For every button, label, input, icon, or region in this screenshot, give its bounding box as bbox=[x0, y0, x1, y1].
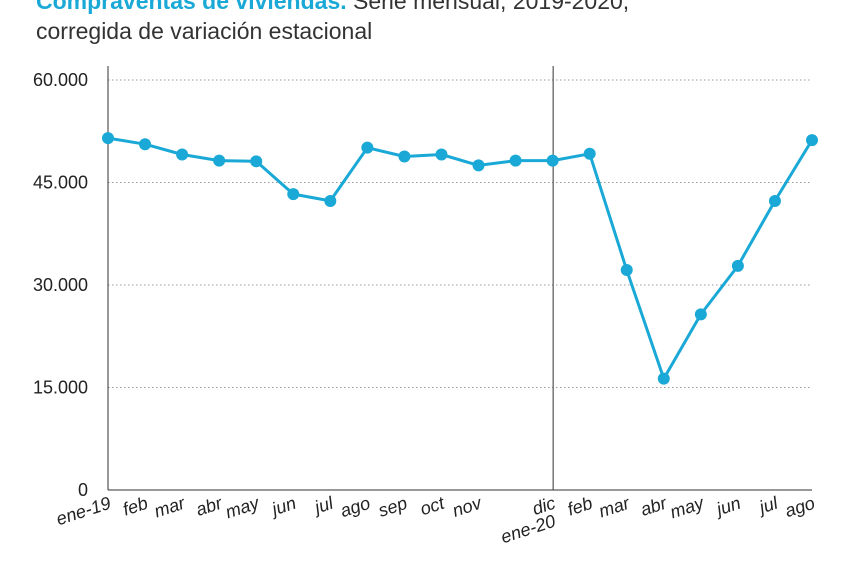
data-point bbox=[139, 138, 152, 151]
data-point bbox=[620, 263, 633, 276]
x-tick-label: sep bbox=[376, 493, 410, 521]
y-tick-label: 0 bbox=[78, 480, 88, 500]
y-tick-label: 15.000 bbox=[33, 378, 88, 398]
x-tick-label: may bbox=[223, 492, 262, 522]
data-point bbox=[398, 150, 411, 163]
data-point bbox=[694, 308, 707, 321]
chart-title-rest: Serie mensual, 2019-2020, bbox=[346, 0, 630, 14]
data-point bbox=[102, 132, 114, 145]
x-tick-label: jun bbox=[711, 493, 743, 520]
x-tick-label: oct bbox=[418, 492, 448, 519]
x-tick-label: mar bbox=[152, 492, 189, 521]
data-point bbox=[731, 259, 744, 272]
x-tick-label: ago bbox=[338, 493, 373, 521]
series-line bbox=[107, 136, 814, 381]
x-tick-label: feb bbox=[120, 493, 150, 520]
data-point bbox=[806, 134, 818, 147]
chart-title-bold: Compraventas de viviendas. bbox=[36, 0, 347, 14]
x-tick-label: ago bbox=[782, 493, 817, 521]
data-point bbox=[472, 159, 485, 172]
data-point bbox=[546, 154, 559, 167]
x-tick-label: jun bbox=[267, 493, 299, 520]
data-point bbox=[768, 194, 781, 207]
data-point bbox=[287, 188, 300, 201]
data-point bbox=[583, 147, 596, 160]
data-point bbox=[324, 194, 337, 207]
chart-subtitle: corregida de variación estacional bbox=[36, 18, 373, 44]
data-point bbox=[435, 148, 448, 161]
data-point bbox=[213, 154, 226, 167]
chart-title: Compraventas de viviendas. Serie mensual… bbox=[36, 0, 836, 16]
x-tick-label: feb bbox=[565, 493, 595, 520]
x-tick-label: abr bbox=[638, 492, 670, 519]
x-tick-label: nov bbox=[450, 492, 485, 520]
chart-title-block: Compraventas de viviendas. Serie mensual… bbox=[36, 0, 836, 46]
y-tick-label: 60.000 bbox=[33, 70, 88, 90]
data-point bbox=[509, 154, 522, 167]
data-point bbox=[657, 372, 670, 385]
x-tick-label: abr bbox=[193, 492, 225, 519]
data-point bbox=[176, 148, 189, 161]
data-point bbox=[250, 155, 263, 168]
y-tick-label: 30.000 bbox=[33, 275, 88, 295]
y-tick-label: 45.000 bbox=[33, 173, 88, 193]
data-point bbox=[361, 141, 374, 154]
x-tick-label: jul bbox=[754, 492, 781, 518]
x-tick-label: jul bbox=[309, 492, 336, 518]
x-tick-label: may bbox=[668, 492, 707, 522]
x-tick-label: mar bbox=[596, 492, 633, 521]
x-tick-label: ene-20 bbox=[498, 511, 557, 547]
